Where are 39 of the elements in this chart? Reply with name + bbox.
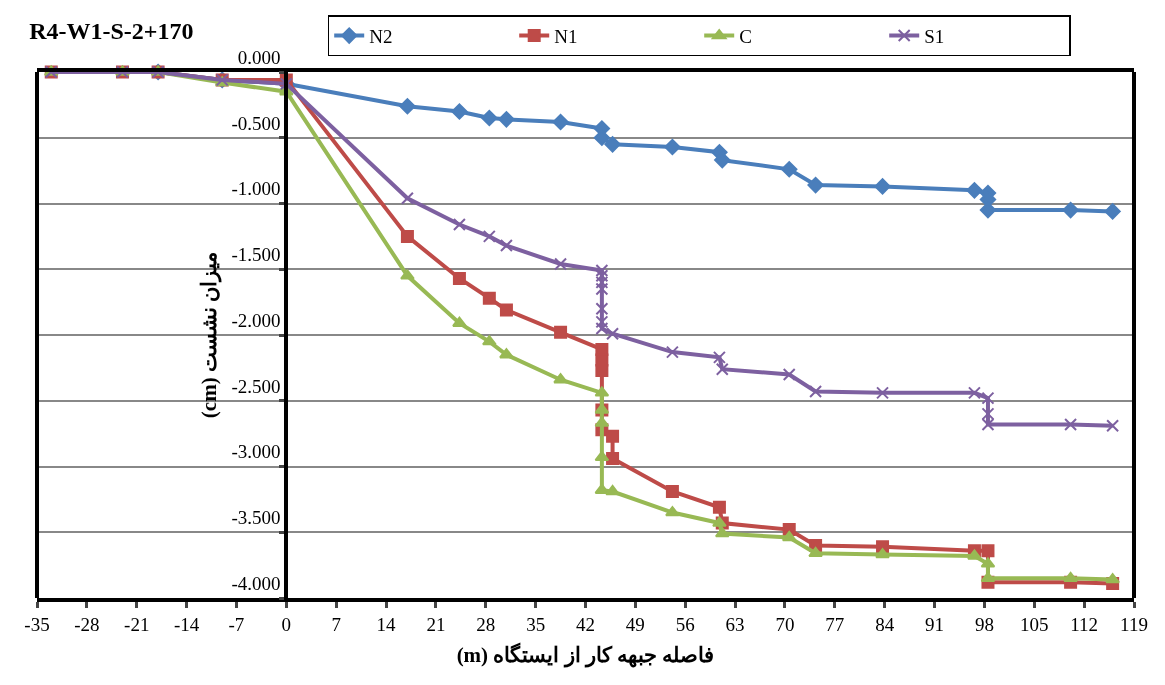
legend-label: N2 bbox=[369, 25, 393, 47]
y-tick-label: 0.000 bbox=[237, 46, 281, 68]
y-tick-label: -1.000 bbox=[231, 178, 281, 200]
chart-title: R4-W1-S-2+170 bbox=[29, 18, 194, 45]
x-tick-label: -14 bbox=[173, 613, 200, 635]
x-tick-label: 119 bbox=[1120, 613, 1148, 635]
x-tick-label: 14 bbox=[376, 613, 397, 635]
y-tick-label: -1.500 bbox=[231, 244, 281, 266]
x-tick-label: 70 bbox=[775, 613, 795, 635]
x-tick-label: 7 bbox=[331, 613, 341, 635]
x-tick-label: -28 bbox=[74, 613, 100, 635]
x-tick-label: 91 bbox=[925, 613, 945, 635]
x-axis-title: (m) فاصله جبهه کار از ایستگاه bbox=[456, 642, 715, 669]
y-tick-label: -0.500 bbox=[231, 112, 281, 134]
x-tick-label: -21 bbox=[124, 613, 150, 635]
x-tick-label: 63 bbox=[725, 613, 745, 635]
y-tick-label: -3.500 bbox=[231, 507, 281, 529]
x-tick-label: 77 bbox=[825, 613, 845, 635]
y-tick-label: -2.500 bbox=[231, 375, 281, 397]
y-tick-label: -4.000 bbox=[231, 572, 281, 594]
y-tick-label: -3.000 bbox=[231, 441, 281, 463]
x-tick-label: 112 bbox=[1070, 613, 1099, 635]
x-tick-label: 0 bbox=[281, 613, 292, 635]
x-tick-label: 21 bbox=[426, 613, 446, 635]
legend-label: C bbox=[739, 25, 752, 47]
legend-label: N1 bbox=[554, 25, 578, 47]
x-tick-label: 105 bbox=[1020, 613, 1049, 635]
y-tick-label: -2.000 bbox=[231, 309, 281, 331]
x-tick-label: 56 bbox=[675, 613, 695, 635]
y-axis-title: (cm) میزان نشست bbox=[197, 251, 223, 419]
x-tick-label: 28 bbox=[476, 613, 496, 635]
x-tick-label: -35 bbox=[24, 613, 50, 635]
legend-label: S1 bbox=[924, 25, 945, 47]
x-tick-label: 42 bbox=[576, 613, 595, 635]
x-tick-label: 35 bbox=[526, 613, 546, 635]
x-tick-label: 84 bbox=[875, 613, 895, 635]
x-tick-label: 49 bbox=[625, 613, 645, 635]
x-tick-label: 98 bbox=[974, 613, 994, 635]
x-tick-label: -7 bbox=[228, 613, 245, 635]
